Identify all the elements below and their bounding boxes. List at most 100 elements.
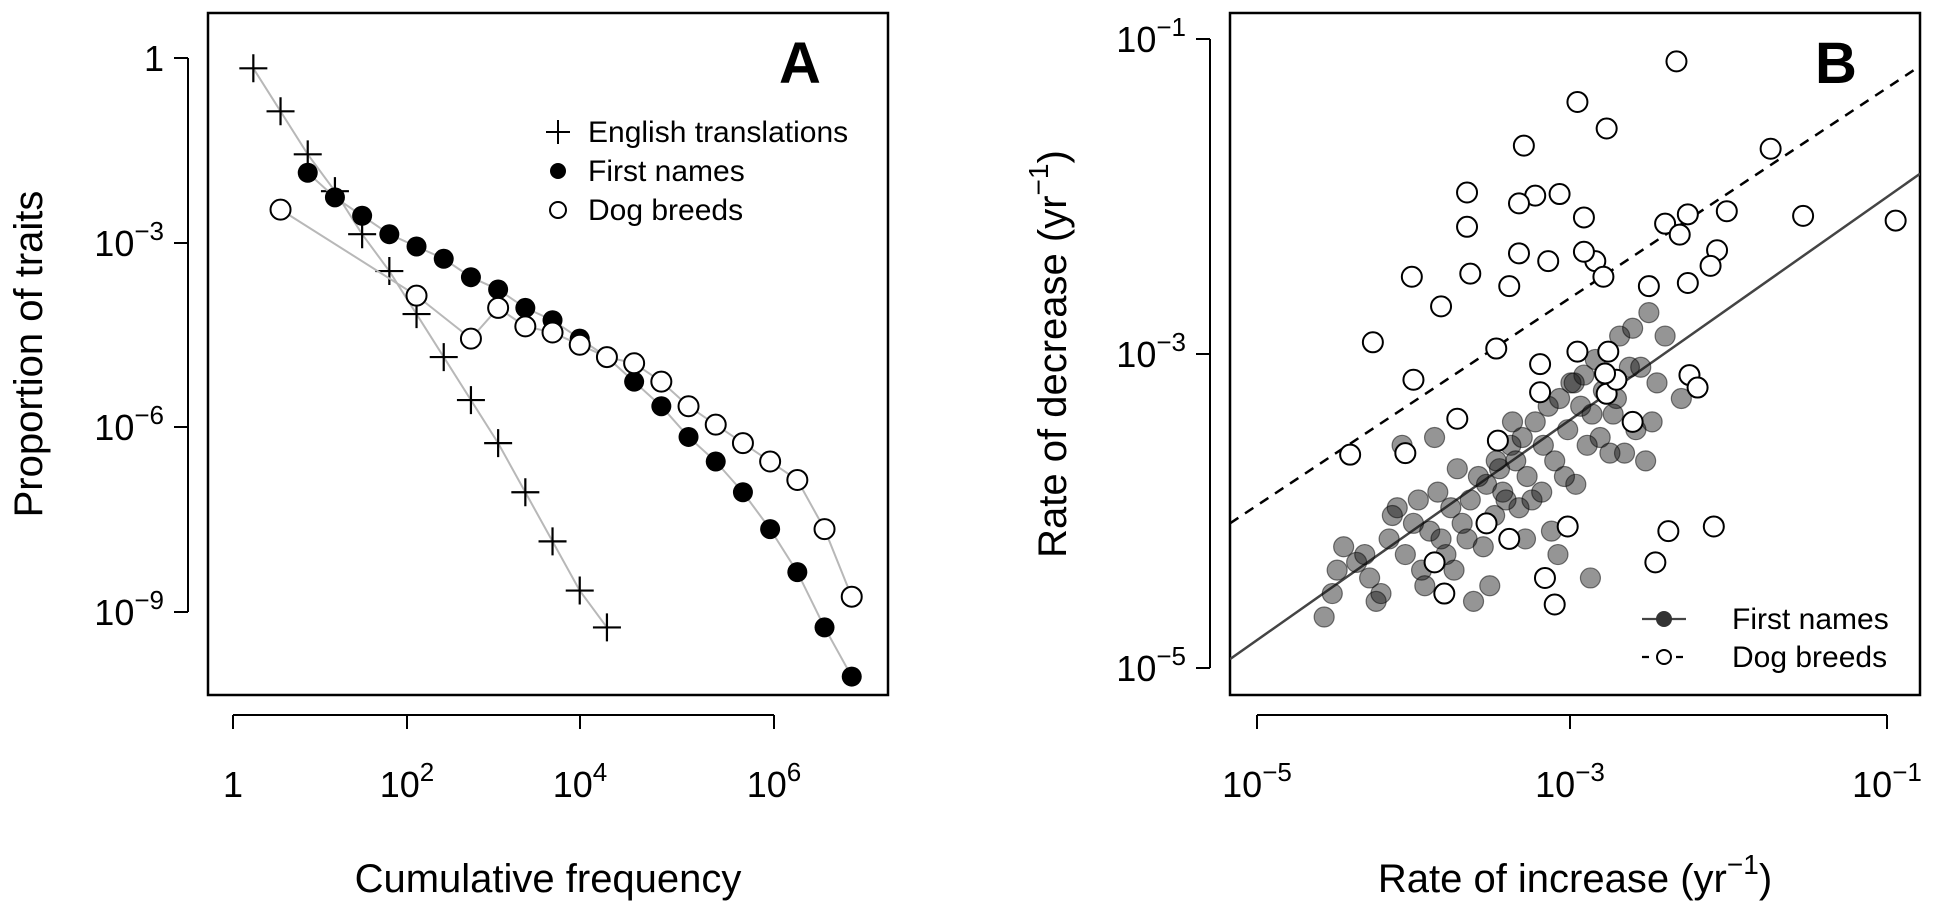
- series-dog-breeds: [1339, 50, 1907, 616]
- data-point: [1676, 271, 1699, 294]
- data-point: [840, 585, 863, 608]
- y-tick-label: 10−6: [94, 400, 164, 448]
- data-point: [1884, 209, 1907, 232]
- data-point: [1670, 387, 1692, 410]
- data-point: [514, 315, 537, 338]
- data-point: [1394, 543, 1416, 566]
- x-tick-label-base: 1: [223, 764, 243, 805]
- data-point: [1543, 593, 1566, 616]
- data-point: [405, 284, 428, 307]
- data-point: [538, 527, 567, 556]
- data-point: [1354, 543, 1376, 566]
- fit-line-dashed: [1230, 65, 1920, 525]
- data-point: [1459, 262, 1482, 285]
- data-point: [1668, 223, 1691, 246]
- data-point: [1544, 450, 1566, 472]
- series-dog-breeds: [269, 198, 863, 608]
- data-point: [1599, 442, 1621, 464]
- data-point: [1595, 117, 1618, 140]
- data-point: [1592, 265, 1615, 288]
- x-tick-label-exp: −5: [1262, 757, 1292, 787]
- data-point: [1686, 376, 1709, 399]
- x-tick-label: 10−1: [1852, 757, 1922, 805]
- data-point: [786, 468, 809, 491]
- x-tick-label-exp: 2: [420, 757, 434, 787]
- data-point: [1402, 368, 1425, 391]
- data-point: [1467, 465, 1490, 488]
- y-tick-label-exp: −3: [1156, 327, 1186, 357]
- data-point: [488, 279, 509, 300]
- data-point: [1621, 410, 1644, 433]
- data-point: [1430, 295, 1453, 318]
- data-point: [1570, 395, 1592, 417]
- data-point: [1531, 481, 1553, 503]
- data-point: [239, 54, 268, 83]
- y-tick-label-exp: −9: [134, 585, 164, 615]
- data-point: [1556, 515, 1579, 538]
- legend-symbol: [1656, 611, 1672, 627]
- y-tick-label: 10−3: [94, 216, 164, 264]
- data-point: [1702, 515, 1725, 538]
- data-point: [1715, 200, 1738, 223]
- data-point: [1451, 512, 1473, 534]
- data-point: [1511, 426, 1533, 449]
- plot-frame: [1228, 11, 1922, 697]
- data-point: [1529, 353, 1552, 376]
- y-tick-label: 10−3: [1116, 327, 1186, 375]
- data-point: [814, 617, 835, 638]
- series-english-translations: [239, 54, 621, 642]
- data-point: [1456, 215, 1479, 238]
- x-axis: 1 102 104 106: [223, 714, 802, 805]
- legend: First names Dog breeds: [1642, 603, 1889, 674]
- x-axis-title: Cumulative frequency: [355, 857, 742, 901]
- data-point: [429, 343, 458, 372]
- y-axis: 110−310−610−9: [94, 38, 189, 633]
- data-point: [1572, 240, 1595, 263]
- data-point: [1792, 204, 1815, 227]
- legend-symbol: [550, 163, 566, 179]
- y-axis-title-text: Rate of decrease (yr: [1031, 195, 1075, 557]
- data-point: [651, 396, 672, 417]
- data-point: [677, 395, 700, 418]
- data-point: [1359, 567, 1381, 589]
- data-point: [375, 257, 404, 286]
- x-tick-label-base: 10: [1535, 764, 1575, 805]
- data-point: [732, 482, 753, 503]
- y-axis-title: Rate of decrease (yr−1): [1023, 150, 1075, 558]
- data-point: [1456, 181, 1479, 204]
- x-tick-label: 106: [747, 757, 802, 805]
- x-axis: 10 −5 10−3 10−1: [1222, 714, 1922, 805]
- y-axis-title-exp: −1: [1023, 164, 1054, 196]
- data-point: [1557, 419, 1579, 441]
- data-point: [1622, 317, 1644, 339]
- marks: [239, 54, 863, 687]
- data-point: [1654, 212, 1677, 235]
- data-point: [592, 613, 621, 642]
- x-tick-label-exp: 4: [593, 757, 607, 787]
- x-tick-label: 10−3: [1535, 757, 1605, 805]
- data-point: [1498, 275, 1521, 298]
- data-point: [1646, 372, 1668, 394]
- fit-line-solid: [1230, 172, 1920, 661]
- data-point: [1548, 183, 1571, 206]
- y-tick-label: 10−5: [1116, 641, 1186, 689]
- data-point: [324, 187, 345, 208]
- data-point: [595, 346, 618, 369]
- data-point: [1676, 203, 1699, 226]
- data-point: [1665, 50, 1688, 73]
- data-point: [1423, 426, 1446, 449]
- data-point: [1533, 566, 1556, 589]
- x-tick-label-exp: −1: [1892, 757, 1922, 787]
- data-point: [484, 429, 513, 458]
- data-point: [1394, 442, 1417, 465]
- data-point: [541, 321, 564, 344]
- data-point: [1654, 325, 1676, 347]
- data-point: [1402, 512, 1425, 534]
- y-tick-label-base: 10: [1116, 334, 1156, 375]
- data-point: [1446, 407, 1469, 430]
- data-point: [1581, 403, 1603, 425]
- data-point: [1566, 90, 1589, 113]
- y-tick-label-base: 1: [144, 38, 164, 79]
- data-point: [624, 371, 645, 392]
